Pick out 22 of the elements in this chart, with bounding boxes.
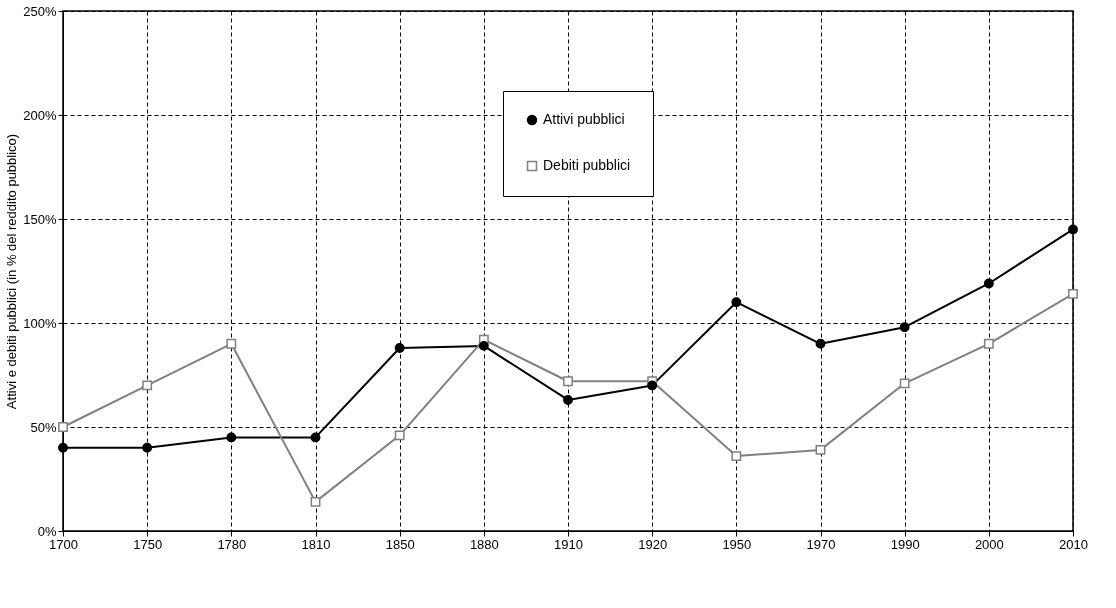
x-tick-label: 1910 [554,536,583,552]
x-tick-label: 1920 [638,536,668,552]
y-tick-label: 0% [37,523,57,539]
y-tick-label: 150% [23,211,57,227]
x-tick-label: 1880 [469,536,499,552]
y-tick-label: 50% [30,419,57,435]
x-tick-label: 1700 [49,536,78,552]
y-tick-label: 100% [23,315,57,331]
legend-label: Attivi pubblici [543,111,625,127]
y-axis-title: Attivi e debiti pubblici (in % del reddito pubblico) [4,133,20,410]
x-tick-label: 1750 [133,536,163,552]
x-tick-label: 2000 [974,536,1004,552]
y-tick-label: 250% [23,3,57,19]
x-tick-label: 1780 [217,536,247,552]
x-tick-label: 1990 [890,536,920,552]
x-tick-label: 1850 [385,536,415,552]
x-tick-label: 1950 [722,536,752,552]
x-tick-label: 2010 [1059,536,1088,552]
y-tick-label: 200% [23,107,57,123]
x-tick-label: 1810 [301,536,331,552]
x-tick-label: 1970 [806,536,836,552]
legend-label: Debiti pubblici [543,157,631,173]
